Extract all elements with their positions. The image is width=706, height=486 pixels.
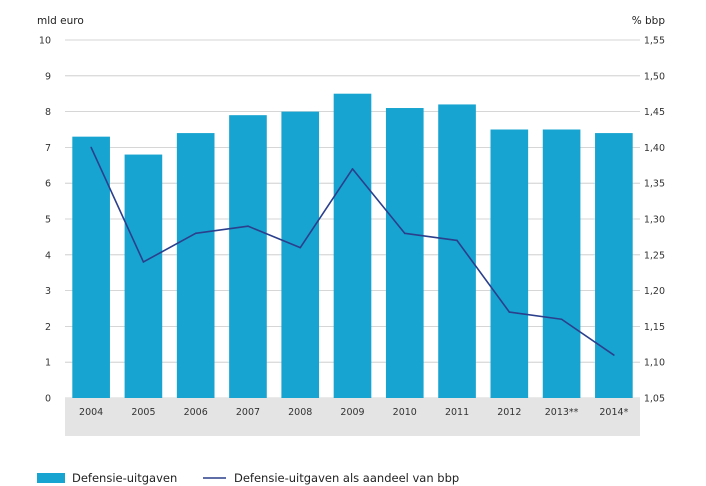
right-axis-ticks: 1,05 1,10 1,15 1,20 1,25 1,30 1,35 1,40 1,45 1,50… [644, 36, 665, 405]
right-axis-label: % bbp [632, 15, 666, 27]
legend-bar-label: Defensie-uitgaven [72, 471, 177, 485]
x-tick-label: 2008 [288, 407, 312, 418]
line-point [247, 225, 249, 227]
line-point [613, 354, 615, 356]
x-axis-ticks: 2004 2005 2006 2007 2008 2009 2010 2011 2012 2013… [79, 407, 629, 418]
line-point [456, 239, 458, 242]
bar [333, 93, 372, 398]
bar [229, 115, 267, 399]
x-tick-label: 2013** [545, 407, 579, 418]
right-tick-label: 1,35 [644, 179, 665, 190]
right-tick-label: 1,25 [644, 250, 665, 261]
left-tick-label: 1 [45, 358, 51, 369]
line-point [351, 168, 354, 170]
left-tick-label: 0 [45, 394, 51, 405]
x-tick-label: 2012 [497, 407, 521, 418]
x-tick-label: 2010 [393, 407, 417, 418]
left-tick-label: 4 [45, 250, 51, 261]
left-tick-label: 6 [45, 179, 51, 190]
line-point [560, 318, 563, 321]
x-axis-band [65, 398, 640, 436]
left-axis-label: mld euro [37, 15, 84, 27]
left-tick-label: 8 [45, 107, 51, 118]
bar [72, 136, 110, 398]
line-point [299, 246, 302, 249]
x-tick-label: 2011 [445, 407, 469, 418]
x-tick-label: 2005 [131, 407, 155, 418]
legend-line-label: Defensie-uitgaven als aandeel van bbp [234, 471, 459, 485]
bar-series [72, 93, 633, 399]
left-tick-label: 3 [45, 286, 51, 297]
left-tick-label: 5 [45, 215, 51, 226]
right-tick-label: 1,20 [644, 286, 665, 297]
right-tick-label: 1,50 [644, 71, 665, 82]
right-tick-label: 1,30 [644, 215, 665, 226]
legend-bar-swatch [37, 473, 65, 483]
left-tick-label: 2 [45, 322, 51, 333]
bar [176, 133, 215, 398]
left-tick-label: 9 [45, 71, 51, 82]
bar [438, 104, 476, 398]
line-series [90, 146, 615, 356]
bar [490, 129, 529, 398]
left-tick-label: 10 [39, 36, 51, 47]
right-tick-label: 1,15 [644, 322, 665, 333]
right-tick-label: 1,45 [644, 107, 665, 118]
bar [595, 133, 633, 398]
right-tick-label: 1,10 [644, 358, 665, 369]
x-tick-label: 2004 [79, 407, 103, 418]
line-point [403, 232, 406, 235]
x-tick-label: 2007 [236, 407, 260, 418]
left-tick-label: 7 [45, 143, 51, 154]
right-tick-label: 1,55 [644, 36, 665, 47]
left-axis-ticks: 0 1 2 3 4 5 6 7 8 9 10 [39, 36, 51, 405]
right-tick-label: 1,05 [644, 394, 665, 405]
bar [385, 108, 424, 399]
bar [281, 111, 320, 398]
line-point [142, 261, 145, 263]
x-tick-label: 2014* [599, 407, 628, 418]
bar [542, 129, 581, 398]
line-point [194, 232, 197, 235]
bar [124, 154, 163, 398]
legend: Defensie-uitgaven Defensie-uitgaven als … [37, 471, 459, 485]
x-tick-label: 2009 [340, 407, 364, 418]
right-tick-label: 1,40 [644, 143, 665, 154]
line-point [90, 146, 92, 149]
x-tick-label: 2006 [184, 407, 208, 418]
line-point [508, 311, 511, 313]
